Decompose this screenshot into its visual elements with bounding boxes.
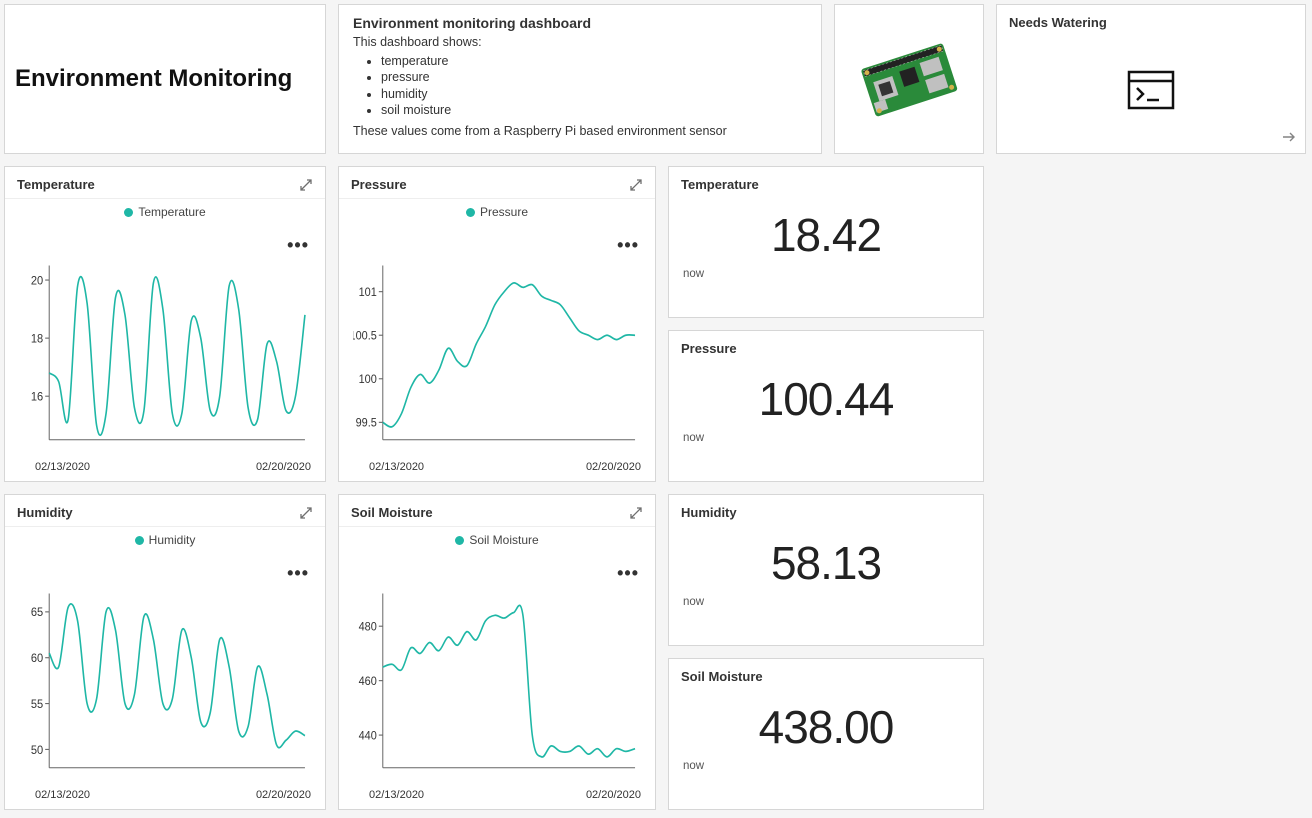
more-options-icon[interactable]: ••• — [617, 563, 639, 584]
svg-text:440: 440 — [359, 730, 377, 743]
expand-icon[interactable] — [629, 506, 643, 520]
kpi-timestamp: now — [669, 432, 983, 454]
svg-text:480: 480 — [359, 621, 377, 634]
svg-text:55: 55 — [31, 699, 43, 711]
info-item: soil moisture — [381, 102, 807, 118]
expand-icon[interactable] — [299, 178, 313, 192]
pressure-chart-tile: Pressure Pressure ••• 99.5 100 100.5 101 02… — [338, 166, 656, 482]
terminal-icon — [997, 36, 1305, 144]
info-subheading: This dashboard shows: — [353, 35, 807, 49]
info-item: humidity — [381, 86, 807, 102]
info-item: temperature — [381, 53, 807, 69]
more-options-icon[interactable]: ••• — [617, 235, 639, 256]
temperature-chart: 16 18 20 — [19, 259, 311, 455]
kpi-value: 18.42 — [669, 192, 983, 268]
kpi-title: Pressure — [669, 331, 983, 356]
legend-dot — [124, 208, 133, 217]
kpi-timestamp: now — [669, 596, 983, 618]
dashboard-canvas: Environment Monitoring Environment monit… — [4, 4, 1308, 814]
chart-legend: Pressure — [339, 199, 655, 219]
more-options-icon[interactable]: ••• — [287, 235, 309, 256]
info-tile: Environment monitoring dashboard This da… — [338, 4, 822, 154]
needs-watering-title: Needs Watering — [997, 5, 1305, 36]
info-item: pressure — [381, 69, 807, 85]
needs-watering-tile[interactable]: Needs Watering — [996, 4, 1306, 154]
info-list: temperature pressure humidity soil moist… — [353, 53, 807, 118]
svg-text:16: 16 — [31, 391, 43, 403]
soil-moisture-chart-tile: Soil Moisture Soil Moisture ••• 440 460 48… — [338, 494, 656, 810]
kpi-title: Humidity — [669, 495, 983, 520]
x-axis-label: 02/20/2020 — [256, 461, 311, 473]
svg-text:20: 20 — [31, 275, 43, 287]
kpi-value: 100.44 — [669, 356, 983, 432]
svg-text:99.5: 99.5 — [356, 417, 377, 430]
kpi-timestamp: now — [669, 268, 983, 290]
humidity-chart: 50 55 60 65 — [19, 587, 311, 783]
chart-legend: Humidity — [5, 527, 325, 547]
chart-legend: Temperature — [5, 199, 325, 219]
x-axis-label: 02/13/2020 — [35, 461, 90, 473]
x-axis-label: 02/13/2020 — [369, 789, 424, 801]
svg-text:65: 65 — [31, 607, 43, 619]
kpi-timestamp: now — [669, 760, 983, 782]
kpi-title: Soil Moisture — [669, 659, 983, 684]
kpi-title: Temperature — [669, 167, 983, 192]
expand-icon[interactable] — [299, 506, 313, 520]
chart-title: Temperature — [17, 177, 95, 192]
svg-text:18: 18 — [31, 333, 43, 345]
dashboard-title: Environment Monitoring — [15, 65, 292, 93]
temperature-chart-tile: Temperature Temperature ••• 16 18 20 02/13… — [4, 166, 326, 482]
svg-text:60: 60 — [31, 653, 43, 665]
svg-text:100.5: 100.5 — [353, 330, 377, 343]
svg-text:101: 101 — [359, 287, 377, 300]
legend-dot — [466, 208, 475, 217]
svg-text:50: 50 — [31, 744, 43, 756]
legend-dot — [455, 536, 464, 545]
humidity-kpi-tile: Humidity 58.13 now — [668, 494, 984, 646]
chart-legend: Soil Moisture — [339, 527, 655, 547]
x-axis-label: 02/20/2020 — [256, 789, 311, 801]
soil-moisture-chart: 440 460 480 — [353, 587, 641, 783]
soil-moisture-kpi-tile: Soil Moisture 438.00 now — [668, 658, 984, 810]
chart-title: Humidity — [17, 505, 73, 520]
kpi-value: 438.00 — [669, 684, 983, 760]
legend-dot — [135, 536, 144, 545]
pressure-chart: 99.5 100 100.5 101 — [353, 259, 641, 455]
chart-title: Pressure — [351, 177, 407, 192]
info-heading: Environment monitoring dashboard — [353, 15, 807, 31]
x-axis-label: 02/20/2020 — [586, 461, 641, 473]
pressure-kpi-tile: Pressure 100.44 now — [668, 330, 984, 482]
more-options-icon[interactable]: ••• — [287, 563, 309, 584]
x-axis-label: 02/13/2020 — [369, 461, 424, 473]
title-tile: Environment Monitoring — [4, 4, 326, 154]
info-footer: These values come from a Raspberry Pi ba… — [353, 124, 807, 138]
raspberry-pi-icon — [854, 39, 964, 119]
temperature-kpi-tile: Temperature 18.42 now — [668, 166, 984, 318]
chart-title: Soil Moisture — [351, 505, 433, 520]
x-axis-label: 02/20/2020 — [586, 789, 641, 801]
navigate-arrow-icon[interactable] — [1281, 129, 1297, 145]
svg-text:460: 460 — [359, 676, 377, 689]
humidity-chart-tile: Humidity Humidity ••• 50 55 60 65 02/13/202… — [4, 494, 326, 810]
expand-icon[interactable] — [629, 178, 643, 192]
image-tile — [834, 4, 984, 154]
svg-text:100: 100 — [359, 374, 377, 387]
x-axis-label: 02/13/2020 — [35, 789, 90, 801]
kpi-value: 58.13 — [669, 520, 983, 596]
